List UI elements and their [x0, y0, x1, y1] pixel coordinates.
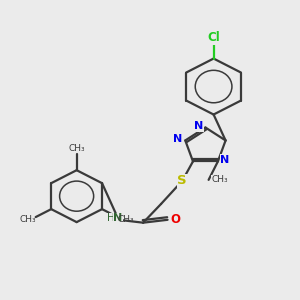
Text: CH₃: CH₃: [68, 144, 85, 153]
Text: Cl: Cl: [207, 31, 220, 44]
Text: CH₃: CH₃: [212, 176, 228, 184]
Text: N: N: [220, 155, 230, 165]
Text: O: O: [171, 213, 181, 226]
Text: N: N: [194, 121, 203, 131]
Text: CH₃: CH₃: [117, 215, 134, 224]
Text: H: H: [106, 213, 114, 224]
Text: S: S: [177, 174, 187, 188]
Text: N: N: [113, 213, 123, 224]
Text: CH₃: CH₃: [20, 215, 36, 224]
Text: N: N: [173, 134, 183, 144]
